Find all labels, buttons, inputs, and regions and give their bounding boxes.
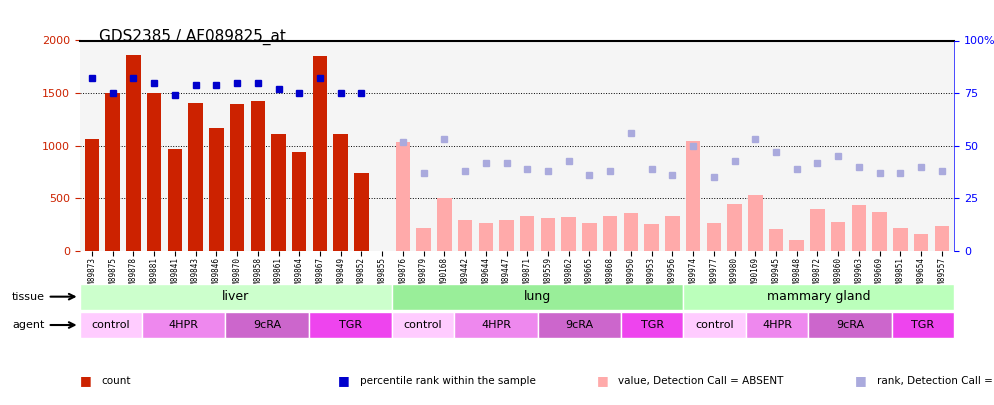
Text: control: control	[696, 320, 734, 330]
Text: 9cRA: 9cRA	[566, 320, 593, 330]
Bar	[562, 217, 576, 251]
Bar	[250, 100, 265, 251]
Text: ■: ■	[338, 374, 350, 387]
Text: 4HPR: 4HPR	[481, 320, 511, 330]
Bar	[168, 149, 182, 251]
Bar	[126, 55, 141, 251]
Bar	[437, 198, 451, 251]
Bar	[354, 173, 369, 251]
Bar	[665, 216, 680, 251]
Bar	[728, 204, 742, 251]
Text: liver: liver	[222, 290, 249, 303]
Bar	[541, 218, 556, 251]
Bar	[873, 212, 887, 251]
Text: rank, Detection Call = ABSENT: rank, Detection Call = ABSENT	[877, 376, 994, 386]
Bar	[416, 228, 430, 251]
Text: agent: agent	[12, 320, 45, 330]
Text: GDS2385 / AF089825_at: GDS2385 / AF089825_at	[99, 28, 286, 45]
Text: tissue: tissue	[12, 292, 45, 302]
Bar	[644, 224, 659, 251]
Text: TGR: TGR	[339, 320, 362, 330]
Bar	[520, 216, 535, 251]
Text: 4HPR: 4HPR	[762, 320, 792, 330]
Text: ■: ■	[855, 374, 867, 387]
Text: value, Detection Call = ABSENT: value, Detection Call = ABSENT	[618, 376, 783, 386]
Bar	[313, 56, 327, 251]
Text: count: count	[101, 376, 131, 386]
Text: 9cRA: 9cRA	[836, 320, 864, 330]
Text: mammary gland: mammary gland	[767, 290, 871, 303]
Bar	[934, 226, 949, 251]
Bar	[852, 205, 866, 251]
Bar	[396, 142, 411, 251]
Bar	[603, 216, 617, 251]
Bar	[748, 195, 762, 251]
Text: percentile rank within the sample: percentile rank within the sample	[360, 376, 536, 386]
Bar	[292, 152, 306, 251]
Bar	[913, 234, 928, 251]
Bar	[478, 223, 493, 251]
Bar	[831, 222, 846, 251]
Bar	[789, 239, 804, 251]
Text: ■: ■	[596, 374, 608, 387]
Text: TGR: TGR	[641, 320, 664, 330]
Bar	[147, 93, 161, 251]
Bar	[623, 213, 638, 251]
Text: TGR: TGR	[911, 320, 934, 330]
Bar	[893, 228, 908, 251]
Text: 4HPR: 4HPR	[169, 320, 199, 330]
Bar	[686, 141, 701, 251]
Bar	[810, 209, 825, 251]
Bar	[105, 93, 120, 251]
Bar	[582, 223, 596, 251]
Text: ■: ■	[80, 374, 91, 387]
Text: control: control	[91, 320, 130, 330]
Bar	[209, 128, 224, 251]
Text: 9cRA: 9cRA	[252, 320, 281, 330]
Bar	[707, 223, 721, 251]
Text: control: control	[404, 320, 442, 330]
Bar	[458, 220, 472, 251]
Bar	[84, 139, 99, 251]
Bar	[333, 134, 348, 251]
Bar	[188, 102, 203, 251]
Text: lung: lung	[524, 290, 552, 303]
Bar	[230, 104, 245, 251]
Bar	[271, 134, 285, 251]
Bar	[768, 229, 783, 251]
Bar	[499, 220, 514, 251]
